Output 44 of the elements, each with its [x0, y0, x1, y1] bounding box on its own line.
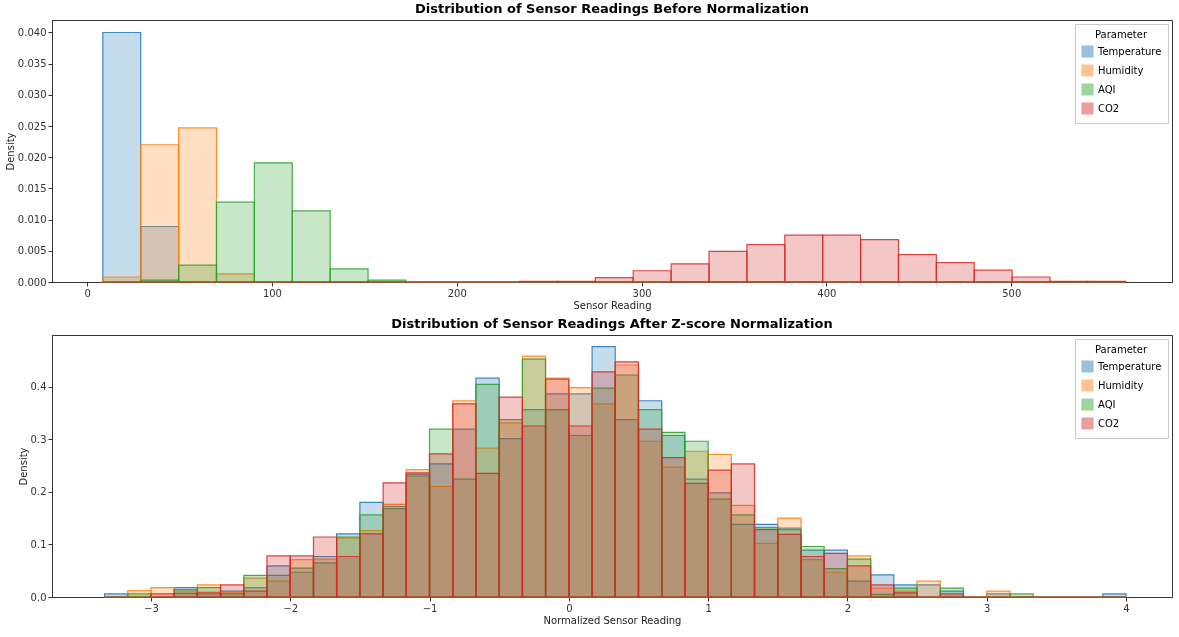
chart-title: Distribution of Sensor Readings Before Normalization: [414, 1, 810, 16]
y-tick-label: 0.025: [17, 120, 47, 132]
x-tick-label: −2: [283, 602, 299, 614]
y-tick-label: 0.010: [17, 214, 47, 226]
x-axis-title: Normalized Sensor Reading: [543, 614, 682, 626]
y-tick-label: 0.040: [17, 26, 47, 38]
x-tick-label: 0: [84, 287, 91, 299]
legend-title: Parameter: [1094, 344, 1148, 355]
x-tick-label: 100: [262, 287, 282, 299]
x-tick-label: 2: [844, 602, 852, 614]
x-tick-label: 0: [566, 602, 573, 614]
x-tick-label: 1: [705, 602, 712, 614]
y-tick-label: 0.015: [17, 182, 47, 194]
y-axis-title: Density: [17, 447, 29, 486]
y-tick-label: 0.020: [17, 151, 47, 163]
legend-label: Temperature: [1097, 360, 1162, 372]
x-tick-label: 3: [984, 602, 991, 614]
y-tick-label: 0.000: [17, 276, 47, 288]
chart-title: Distribution of Sensor Readings After Z-score Normalization: [391, 316, 833, 331]
y-tick-label: 0.2: [30, 486, 47, 498]
x-tick-label: 4: [1123, 602, 1130, 614]
x-tick-label: 400: [817, 287, 837, 299]
y-axis-title: Density: [4, 132, 16, 171]
x-tick-label: 200: [447, 287, 467, 299]
x-tick-label: −1: [422, 602, 438, 614]
x-tick-label: 500: [1002, 287, 1022, 299]
legend-label: AQI: [1098, 83, 1116, 95]
legend-title: Parameter: [1094, 29, 1148, 40]
legend-label: Temperature: [1097, 45, 1162, 57]
y-tick-label: 0.0: [30, 591, 47, 603]
y-tick-label: 0.035: [17, 58, 47, 70]
legend-label: AQI: [1098, 398, 1116, 410]
y-tick-label: 0.030: [17, 89, 47, 101]
y-tick-label: 0.005: [17, 245, 47, 257]
x-tick-label: −3: [144, 602, 159, 614]
x-axis-title: Sensor Reading: [573, 299, 652, 311]
y-tick-label: 0.4: [30, 381, 47, 393]
y-tick-label: 0.3: [30, 433, 47, 445]
x-tick-label: 300: [632, 287, 652, 299]
legend-label: Humidity: [1098, 64, 1144, 76]
legend-label: CO2: [1098, 417, 1120, 429]
legend-label: Humidity: [1098, 379, 1144, 391]
legend-label: CO2: [1098, 102, 1120, 114]
y-tick-label: 0.1: [30, 538, 47, 550]
